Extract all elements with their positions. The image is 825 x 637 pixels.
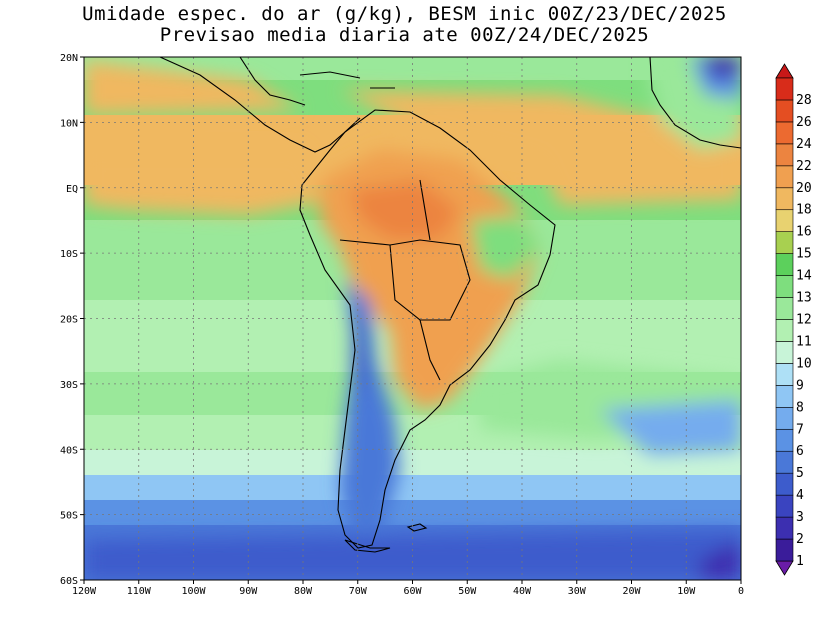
colorbar-swatch [775,77,794,101]
colorbar-over-triangle [775,63,794,79]
colorbar-label: 13 [796,291,812,306]
colorbar-swatch [775,516,794,540]
lon-tick-label: 110W [127,586,152,597]
colorbar-label: 22 [796,159,812,174]
colorbar-label: 7 [796,422,804,437]
lon-tick-label: 60W [403,586,422,597]
colorbar-label: 20 [796,181,812,196]
lon-tick-label: 100W [181,586,206,597]
lon-tick-label: 20W [622,586,641,597]
colorbar-label: 4 [796,488,804,503]
colorbar-label: 28 [796,93,812,108]
lon-tick-label: 120W [72,586,97,597]
colorbar-label: 16 [796,225,812,240]
coastlines [159,57,741,553]
lon-tick-label: 70W [349,586,368,597]
colorbar-label: 6 [796,444,804,459]
colorbar-swatch [775,99,794,123]
lat-tick-label: 60S [60,576,78,587]
colorbar-label: 3 [796,510,804,525]
lat-tick-label: 50S [60,511,78,522]
colorbar-swatch [775,407,794,430]
colorbar-label: 9 [796,378,804,393]
colorbar-swatch [775,428,794,452]
map-title-line1: Umidade espec. do ar (g/kg), BESM inic 0… [82,3,727,25]
colorbar-label: 15 [796,247,812,262]
colorbar-label: 1 [796,554,804,569]
colorbar-under-triangle [775,560,794,576]
colorbar-label: 18 [796,203,812,218]
colorbar-swatch [775,231,794,254]
colorbar-swatch [775,538,794,562]
lon-tick-label: 90W [239,586,258,597]
colorbar-label: 5 [796,466,804,481]
colorbar-swatch [775,494,794,518]
map-gridlines [84,57,741,580]
lon-tick-label: 30W [568,586,587,597]
lon-tick-label: 50W [458,586,477,597]
colorbar-label: 24 [796,137,812,152]
lat-tick-label: EQ [66,184,78,195]
colorbar-swatch [775,121,794,145]
colorbar-swatch [775,143,794,167]
colorbar-swatch [775,472,794,496]
lat-tick-label: 20S [60,315,78,326]
colorbar-swatch [775,297,794,320]
colorbar-label: 2 [796,532,804,547]
colorbar-label: 11 [796,335,812,350]
colorbar-swatch [775,385,794,408]
lon-tick-label: 40W [513,586,532,597]
lon-tick-label: 0 [738,586,744,597]
colorbar-swatch [775,187,794,211]
colorbar-swatch [775,450,794,474]
lat-tick-label: 20N [60,53,78,64]
lon-tick-label: 80W [294,586,313,597]
lon-tick-label: 10W [677,586,696,597]
colorbar-swatch [775,209,794,232]
lat-tick-label: 10S [60,249,78,260]
colorbar-label: 10 [796,356,812,371]
lat-tick-label: 40S [60,445,78,456]
colorbar-swatch [775,363,794,386]
colorbar-swatch [775,275,794,298]
colorbar-swatch [775,165,794,189]
axis-ticks: 120W 110W 100W 90W 80W 70W 60W 50W 40W 30W 20W 10W 0… [60,53,744,597]
colorbar-label: 8 [796,400,804,415]
colorbar-label: 12 [796,313,812,328]
colorbar-swatch [775,341,794,364]
colorbar-label: 14 [796,269,812,284]
map-title-line2: Previsao media diaria ate 00Z/24/DEC/202… [159,24,650,46]
colorbar-swatch [775,319,794,342]
colorbar-label: 26 [796,115,812,130]
colorbar-swatch [775,253,794,276]
lat-tick-label: 30S [60,380,78,391]
lat-tick-label: 10N [60,118,78,129]
